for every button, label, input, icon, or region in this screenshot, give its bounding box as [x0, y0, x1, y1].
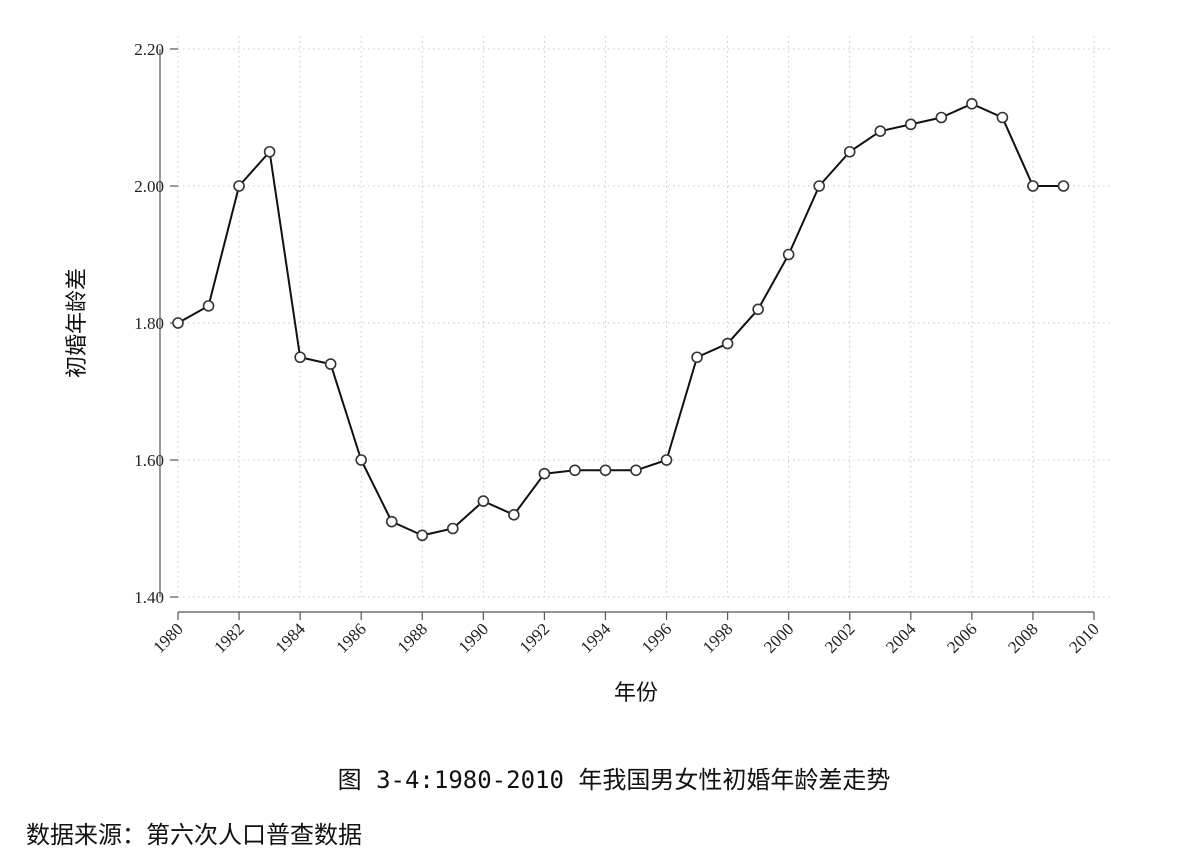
- data-point: [904, 118, 917, 131]
- data-point: [355, 454, 368, 466]
- x-tick-label: 1988: [394, 619, 431, 656]
- y-axis-title: 初婚年龄差: [65, 268, 90, 378]
- data-point: [752, 303, 764, 316]
- grid-lines: [177, 36, 1112, 598]
- data-point: [996, 111, 1009, 124]
- y-tick-label: 2.20: [134, 40, 164, 59]
- y-tick-label: 1.60: [134, 451, 164, 470]
- x-tick-label: 1980: [149, 619, 186, 656]
- figure-caption: 图 3-4:1980-2010 年我国男女性初婚年龄差走势: [337, 766, 891, 794]
- x-tick-label: 2000: [760, 619, 797, 656]
- y-tick-label: 2.00: [134, 177, 164, 196]
- data-point: [721, 337, 734, 350]
- data-point: [966, 98, 978, 110]
- data-point: [508, 508, 520, 521]
- data-point: [813, 180, 826, 192]
- data-point: [294, 351, 306, 364]
- data-point: [630, 464, 642, 477]
- data-point: [385, 515, 398, 528]
- data-point: [874, 125, 887, 137]
- x-tick-label: 1982: [210, 619, 247, 656]
- data-point: [599, 464, 612, 477]
- data-point: [843, 145, 856, 158]
- data-source-note: 数据来源：第六次人口普查数据: [26, 821, 362, 849]
- line-chart: 1.401.601.802.002.20 1980 1982 1984 1986 198…: [65, 36, 1112, 706]
- data-point: [935, 111, 948, 124]
- data-point: [416, 529, 429, 542]
- x-tick-label: 2006: [943, 619, 980, 656]
- x-tick-label: 1992: [516, 619, 553, 656]
- data-point: [172, 317, 184, 329]
- data-point: [233, 180, 245, 192]
- data-point: [691, 351, 703, 364]
- data-point: [569, 464, 581, 477]
- x-tick-label: 2004: [882, 619, 920, 657]
- x-tick-label: 1990: [455, 619, 492, 656]
- x-tick-label: 2002: [821, 619, 858, 656]
- data-point: [660, 454, 673, 466]
- x-tick-label: 2008: [1004, 619, 1041, 656]
- x-ticks: 1980 1982 1984 1986 1988 1990 1992 1994 1996 1998…: [149, 612, 1103, 657]
- series-group: [172, 98, 1070, 542]
- x-tick-label: 1986: [333, 619, 370, 656]
- x-tick-label: 1984: [271, 619, 309, 657]
- data-point: [1027, 180, 1039, 192]
- data-point: [477, 495, 490, 507]
- data-point: [202, 300, 215, 312]
- data-point: [446, 522, 459, 535]
- x-tick-label: 1994: [577, 619, 615, 657]
- data-point: [324, 358, 337, 370]
- x-tick-label: 1996: [638, 619, 675, 656]
- axes: [159, 49, 1094, 613]
- y-ticks: 1.40 1.60 1.80 2.00 2.20: [134, 40, 178, 607]
- x-tick-label: 1998: [699, 619, 736, 656]
- data-point: [538, 467, 551, 480]
- data-point: [1057, 180, 1070, 192]
- y-tick-label: 1.40: [134, 588, 164, 607]
- x-tick-label: 2010: [1065, 619, 1102, 656]
- data-point: [782, 248, 795, 261]
- x-axis-title: 年份: [614, 681, 658, 706]
- series-line: [177, 102, 1064, 537]
- data-point: [263, 145, 276, 158]
- y-tick-label: 1.80: [134, 314, 164, 333]
